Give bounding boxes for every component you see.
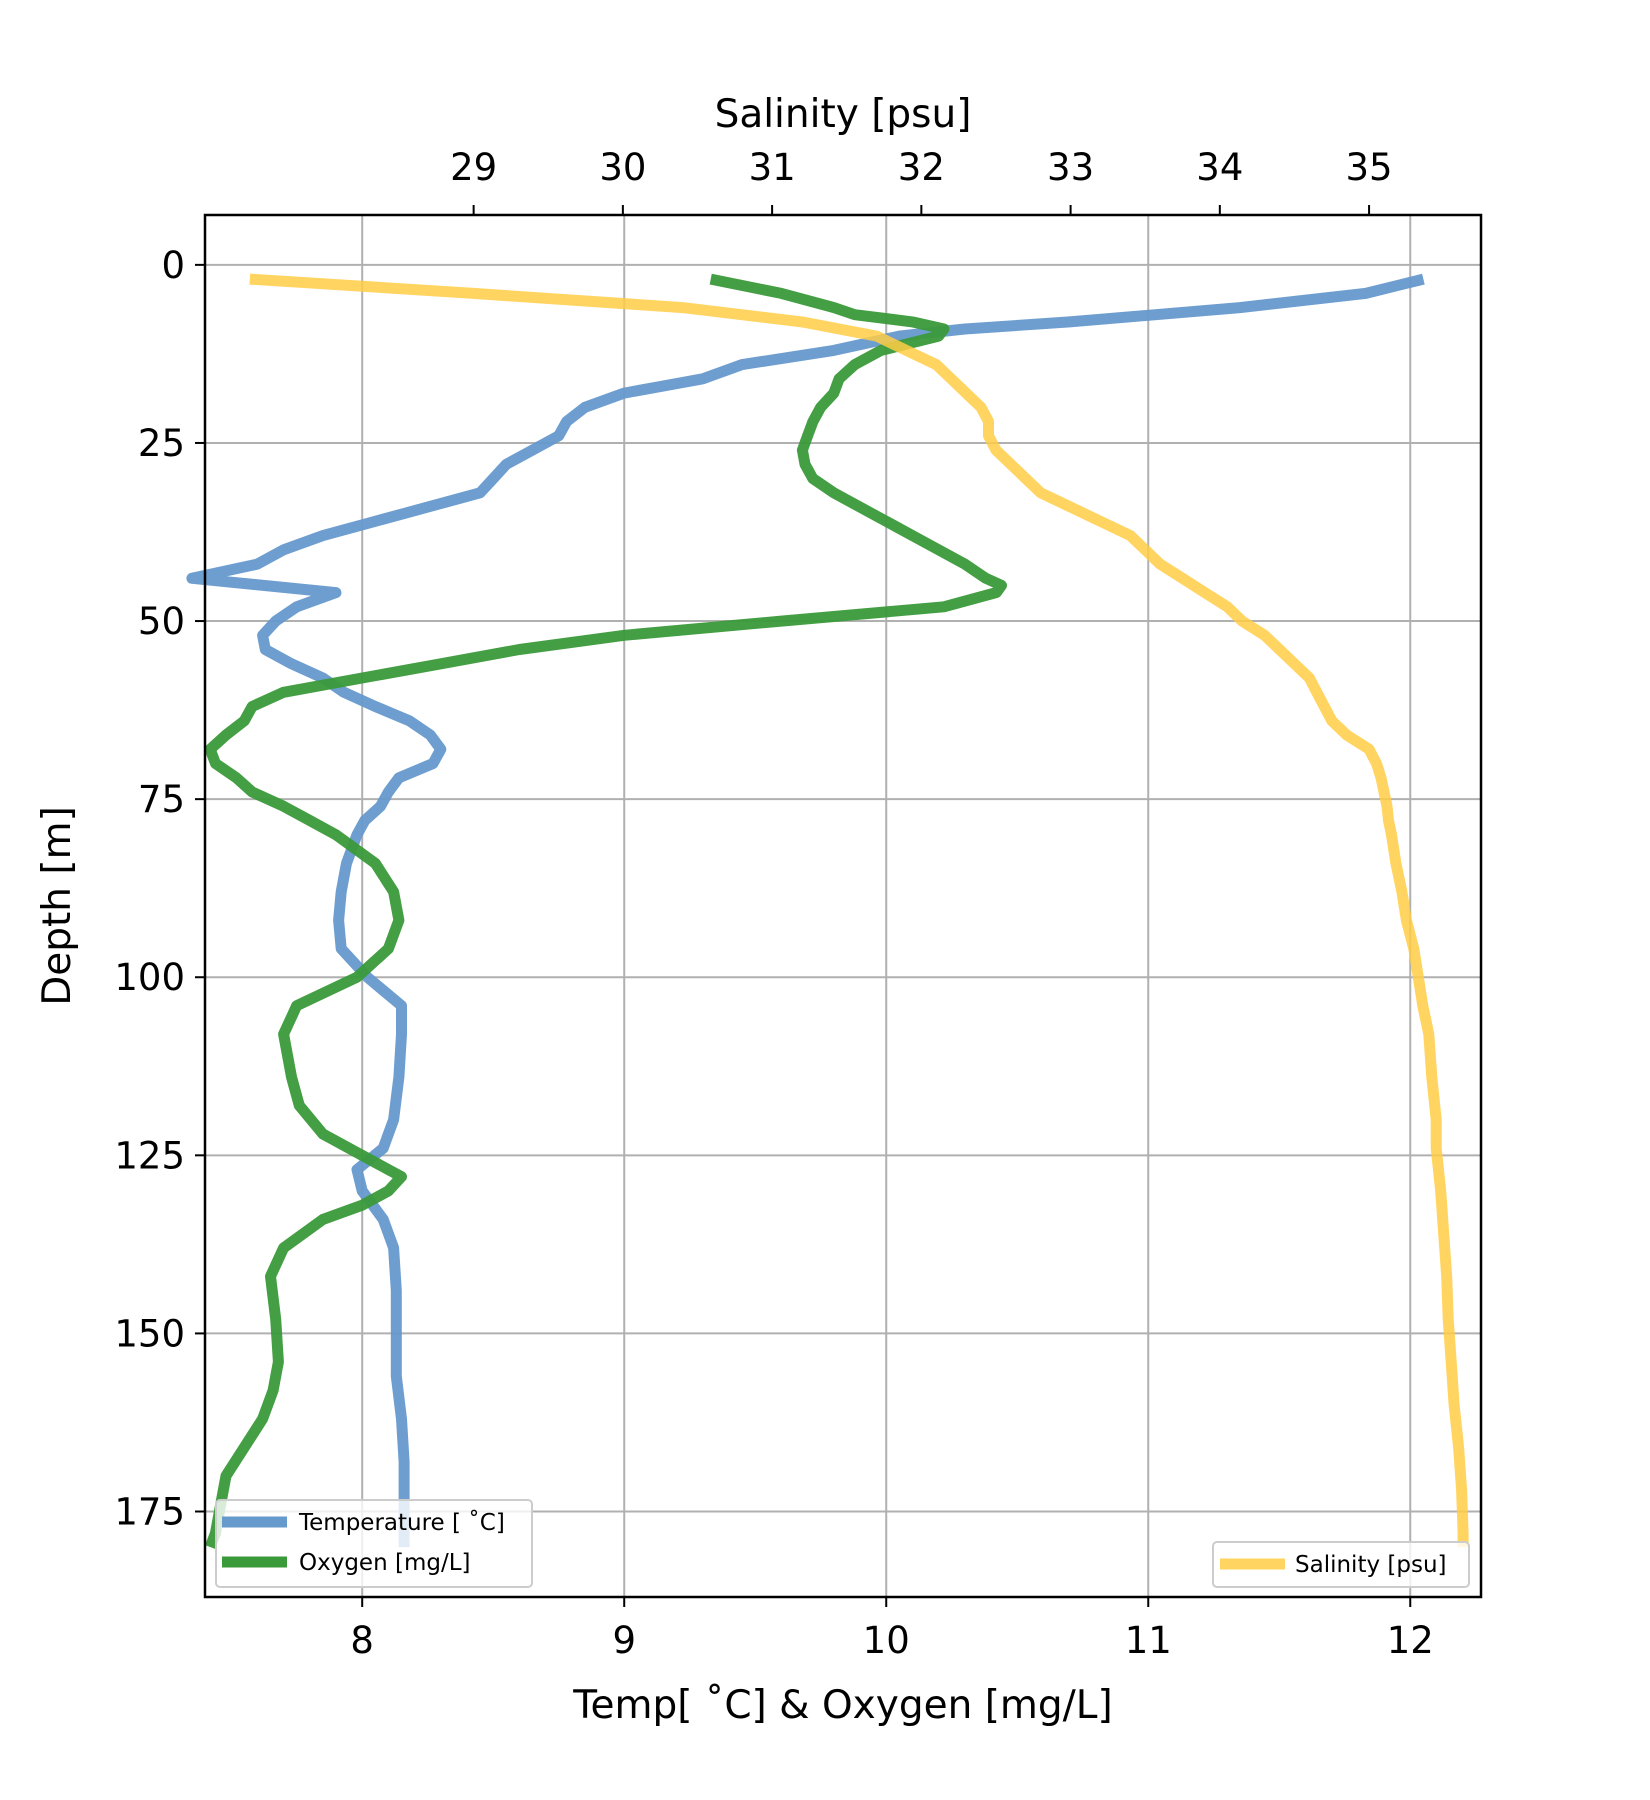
x-tick-label: 10 bbox=[863, 1619, 910, 1662]
x2-tick-label: 32 bbox=[898, 146, 945, 189]
x-tick-label: 9 bbox=[612, 1619, 636, 1662]
x-tick-label: 8 bbox=[350, 1619, 374, 1662]
legend-label-oxygen: Oxygen [mg/L] bbox=[299, 1550, 470, 1576]
x-axis-label: Temp[ ˚C] & Oxygen [mg/L] bbox=[572, 1683, 1112, 1728]
y-tick-label: 50 bbox=[138, 600, 185, 643]
ticks: 8 9 10 11 12 0 25 50 75 100 125 150 175 29 30 31 32 33 34 3… bbox=[114, 146, 1433, 1662]
x2-tick-label: 33 bbox=[1047, 146, 1094, 189]
x2-tick-label: 34 bbox=[1196, 146, 1243, 189]
x2-axis-label: Salinity [psu] bbox=[715, 92, 972, 137]
grid bbox=[205, 215, 1481, 1597]
series-line-temperature bbox=[186, 273, 1425, 1548]
y-tick-label: 75 bbox=[138, 778, 185, 821]
legend-label-temperature: Temperature [ ˚C] bbox=[298, 1509, 505, 1536]
legend-right: Salinity [psu] bbox=[1212, 1541, 1470, 1588]
y-axis-label: Depth [m] bbox=[35, 806, 80, 1006]
y-tick-label: 150 bbox=[114, 1312, 185, 1355]
x2-tick-label: 29 bbox=[450, 146, 497, 189]
series-layer bbox=[186, 273, 1469, 1550]
plot-frame bbox=[203, 213, 1483, 1599]
x-tick-label: 12 bbox=[1387, 1619, 1434, 1662]
y-tick-label: 175 bbox=[114, 1491, 185, 1534]
legend-right-box bbox=[1212, 1541, 1470, 1588]
series-line-oxygen bbox=[204, 273, 1007, 1550]
x2-tick-label: 31 bbox=[749, 146, 796, 189]
x-tick-label: 11 bbox=[1125, 1619, 1172, 1662]
x2-tick-label: 35 bbox=[1346, 146, 1393, 189]
legend-left: Temperature [ ˚C] Oxygen [mg/L] bbox=[215, 1499, 533, 1588]
series-line-salinity bbox=[249, 273, 1469, 1548]
y-tick-label: 0 bbox=[161, 244, 185, 287]
legend-label-salinity: Salinity [psu] bbox=[1295, 1552, 1447, 1578]
x2-tick-label: 30 bbox=[599, 146, 646, 189]
y-tick-label: 25 bbox=[138, 422, 185, 465]
legend-left-box bbox=[215, 1499, 533, 1588]
y-tick-label: 125 bbox=[114, 1134, 185, 1177]
y-tick-label: 100 bbox=[114, 956, 185, 999]
